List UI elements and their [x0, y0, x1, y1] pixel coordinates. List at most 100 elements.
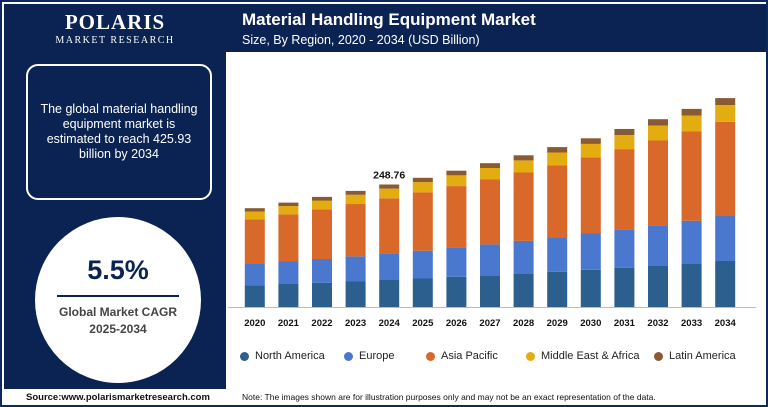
- bar-2024-europe: [379, 253, 400, 280]
- bar-2032-latin-america: [648, 119, 668, 126]
- x-tick-label-2020: 2020: [244, 318, 265, 329]
- bar-2028-europe: [513, 240, 534, 274]
- legend-swatch-icon: [426, 351, 435, 361]
- bar-2029-europe: [547, 237, 568, 272]
- bar-2021-asia-pacific: [278, 214, 299, 262]
- bar-2028-latin-america: [513, 155, 534, 161]
- bar-2024-middle-east-and-africa: [379, 188, 400, 199]
- x-tick-label-2031: 2031: [614, 318, 636, 329]
- bar-2032-asia-pacific: [648, 140, 668, 226]
- bar-2020-latin-america: [244, 208, 265, 212]
- cagr-value: 5.5%: [87, 255, 149, 285]
- bar-2024-north-america: [379, 280, 400, 307]
- bar-2023-north-america: [345, 281, 366, 307]
- x-tick-label-2027: 2027: [479, 318, 500, 329]
- bar-2023-latin-america: [345, 190, 366, 195]
- x-tick-label-2029: 2029: [547, 318, 568, 329]
- chart-header: Material Handling Equipment Market Size,…: [226, 4, 766, 52]
- bar-2028-north-america: [513, 273, 534, 307]
- left-panel: POLARIS MARKET RESEARCH The global mater…: [4, 4, 226, 389]
- bar-2033-latin-america: [681, 108, 702, 116]
- legend-item-middle-east-and-africa: Middle East & Africa: [526, 350, 639, 362]
- bar-2027-north-america: [480, 275, 500, 307]
- bar-2022-middle-east-and-africa: [312, 200, 332, 210]
- bar-2031-middle-east-and-africa: [614, 135, 635, 150]
- bar-2022-latin-america: [312, 196, 332, 201]
- x-tick-label-2023: 2023: [345, 318, 366, 329]
- bar-2028-middle-east-and-africa: [513, 160, 534, 173]
- x-tick-label-2022: 2022: [311, 318, 332, 329]
- bar-2030-middle-east-and-africa: [580, 143, 601, 158]
- legend-label: Latin America: [669, 350, 736, 362]
- bar-2027-europe: [480, 244, 500, 276]
- cagr-label-line2: 2025-2034: [89, 322, 147, 336]
- x-tick-label-2025: 2025: [412, 318, 434, 329]
- legend-label: North America: [255, 350, 325, 362]
- bar-2034-asia-pacific: [715, 121, 736, 217]
- bar-2026-north-america: [446, 277, 467, 307]
- legend-swatch-icon: [240, 351, 249, 361]
- bar-2031-north-america: [614, 267, 635, 307]
- cagr-circle: 5.5% Global Market CAGR 2025-2034: [32, 214, 204, 386]
- bar-2021-middle-east-and-africa: [278, 206, 299, 215]
- cagr-divider: [57, 295, 179, 297]
- bar-2032-north-america: [648, 265, 668, 307]
- bar-2032-europe: [648, 225, 668, 266]
- summary-text: The global material handling equipment m…: [40, 102, 198, 161]
- x-tick-label-2028: 2028: [513, 318, 534, 329]
- bar-2025-europe: [412, 250, 433, 279]
- legend-label: Asia Pacific: [441, 350, 498, 362]
- chart-title: Material Handling Equipment Market: [242, 10, 536, 29]
- x-tick-label-2021: 2021: [278, 318, 300, 329]
- bar-2021-north-america: [278, 284, 299, 307]
- x-tick-label-2032: 2032: [647, 318, 668, 329]
- bar-2034-north-america: [715, 261, 736, 307]
- bar-2034-middle-east-and-africa: [715, 105, 736, 122]
- bar-2028-asia-pacific: [513, 172, 534, 241]
- x-tick-label-2024: 2024: [379, 318, 401, 329]
- bar-2020-asia-pacific: [244, 219, 265, 264]
- bar-2023-middle-east-and-africa: [345, 194, 366, 205]
- legend-item-europe: Europe: [344, 350, 394, 362]
- bar-2030-asia-pacific: [580, 157, 601, 234]
- bar-2031-latin-america: [614, 129, 635, 135]
- bar-2025-asia-pacific: [412, 192, 433, 251]
- bar-2023-asia-pacific: [345, 204, 366, 257]
- chart-area: 2020 2021 2022 2023 2024 2025 2026 2027 2028 2029…: [226, 52, 766, 339]
- bar-2031-asia-pacific: [614, 149, 635, 230]
- legend-swatch-icon: [526, 351, 535, 361]
- logo-tagline: MARKET RESEARCH: [55, 35, 175, 46]
- bar-2033-europe: [681, 220, 702, 264]
- bar-2030-latin-america: [580, 138, 601, 144]
- bar-2020-europe: [244, 264, 265, 286]
- x-tick-label-2033: 2033: [681, 318, 702, 329]
- cagr-label: Global Market CAGR 2025-2034: [35, 304, 201, 338]
- bar-2029-latin-america: [547, 147, 568, 153]
- logo-name: POLARIS: [64, 10, 166, 34]
- legend-item-north-america: North America: [240, 350, 325, 362]
- chart-legend: North America Europe Asia Pacific Middle Ea…: [226, 350, 766, 370]
- bar-2033-asia-pacific: [681, 131, 702, 221]
- summary-box: The global material handling equipment m…: [26, 64, 212, 200]
- bar-2027-latin-america: [480, 163, 500, 168]
- stacked-bar-chart: 2020 2021 2022 2023 2024 2025 2026 2027 2028 2029…: [228, 98, 756, 329]
- legend-swatch-icon: [344, 351, 353, 361]
- bar-2034-latin-america: [715, 98, 736, 106]
- data-label-2024: 248.76: [373, 170, 405, 182]
- bar-2027-asia-pacific: [480, 179, 500, 245]
- legend-label: Europe: [359, 350, 395, 362]
- bar-2026-europe: [446, 247, 467, 277]
- bar-2030-north-america: [580, 269, 601, 307]
- footer-source: Source:www.polarismarketresearch.com: [26, 392, 210, 403]
- bar-2032-middle-east-and-africa: [648, 125, 668, 141]
- legend-item-asia-pacific: Asia Pacific: [426, 350, 498, 362]
- bar-2021-latin-america: [278, 202, 299, 207]
- footer-note: Note: The images shown are for illustrat…: [242, 392, 656, 402]
- bar-2034-europe: [715, 216, 736, 261]
- x-tick-label-2034: 2034: [715, 318, 737, 329]
- bar-2021-europe: [278, 261, 299, 284]
- polaris-logo: POLARIS MARKET RESEARCH: [4, 10, 226, 46]
- bar-2029-middle-east-and-africa: [547, 152, 568, 166]
- bar-2020-middle-east-and-africa: [244, 211, 265, 220]
